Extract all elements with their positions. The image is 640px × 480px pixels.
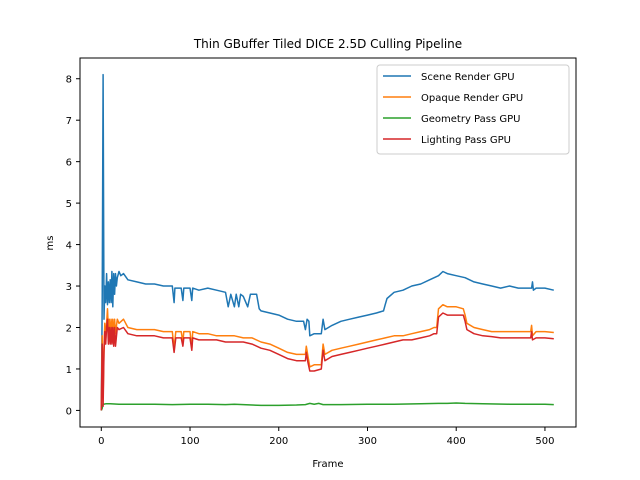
legend-label-0: Scene Render GPU: [421, 72, 515, 83]
y-tick-label: 7: [66, 116, 72, 127]
x-tick-label: 500: [535, 436, 554, 447]
series-line-0: [100, 73, 554, 411]
legend-label-2: Geometry Pass GPU: [421, 114, 520, 125]
x-tick-label: 400: [447, 436, 466, 447]
plot-frame: [79, 57, 577, 428]
y-tick-label: 8: [66, 75, 72, 86]
series-line-1: [100, 303, 554, 411]
legend-label-3: Lighting Pass GPU: [421, 135, 511, 146]
y-tick-label: 1: [66, 365, 72, 376]
series-layer: [100, 73, 554, 411]
y-tick-label: 0: [66, 406, 72, 417]
y-axis-label: ms: [45, 236, 56, 251]
x-tick-label: 300: [358, 436, 377, 447]
y-tick-label: 2: [66, 323, 72, 334]
y-tick-label: 4: [66, 241, 72, 252]
legend: Scene Render GPU Opaque Render GPU Geometr…: [376, 64, 570, 155]
y-tick-label: 6: [66, 158, 72, 169]
plot-area: [79, 57, 577, 428]
x-axis: 0 100 200 300 400 500: [98, 427, 554, 447]
x-tick-label: 200: [269, 436, 288, 447]
series-line-2: [100, 402, 554, 411]
legend-frame: [376, 64, 570, 155]
y-tick-label: 5: [66, 199, 72, 210]
y-axis: 0 1 2 3 4 5 6 7 8: [66, 75, 80, 417]
y-tick-label: 3: [66, 282, 72, 293]
x-tick-label: 100: [180, 436, 199, 447]
x-axis-label: Frame: [312, 459, 343, 470]
series-line-3: [100, 312, 554, 411]
x-tick-label: 0: [98, 436, 104, 447]
chart-title: Thin GBuffer Tiled DICE 2.5D Culling Pip…: [193, 37, 462, 51]
legend-label-1: Opaque Render GPU: [421, 93, 523, 104]
